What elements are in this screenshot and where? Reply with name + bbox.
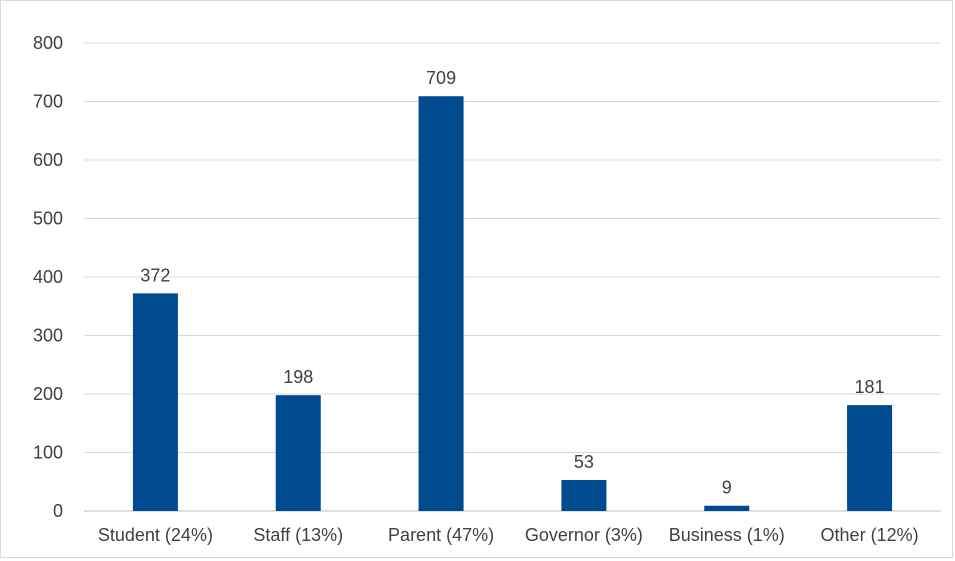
bar [418, 96, 464, 512]
y-tick-label: 100 [33, 443, 63, 463]
x-category-label: Staff (13%) [253, 525, 343, 545]
x-category-label: Other (12%) [821, 525, 919, 545]
x-category-label: Business (1%) [669, 525, 785, 545]
x-category-label: Student (24%) [98, 525, 213, 545]
data-label: 53 [574, 452, 594, 472]
bar [132, 293, 178, 511]
y-tick-label: 500 [33, 209, 63, 229]
y-tick-label: 0 [53, 501, 63, 521]
y-tick-label: 700 [33, 92, 63, 112]
y-tick-label: 400 [33, 267, 63, 287]
bar [275, 395, 321, 511]
data-label: 181 [855, 377, 885, 397]
y-tick-label: 600 [33, 150, 63, 170]
data-label: 198 [283, 367, 313, 387]
data-label: 9 [722, 478, 732, 498]
x-category-label: Parent (47%) [388, 525, 494, 545]
data-label: 372 [140, 265, 170, 285]
bar [847, 405, 893, 511]
bars [132, 96, 893, 512]
y-axis-ticks: 0 100 200 300 400 500 600 700 800 [33, 33, 63, 521]
bar [561, 479, 607, 511]
data-labels: 372 198 709 53 9 181 [140, 68, 885, 498]
x-category-label: Governor (3%) [525, 525, 643, 545]
y-tick-label: 800 [33, 33, 63, 53]
gridlines [84, 42, 941, 512]
bar [704, 505, 750, 511]
data-label: 709 [426, 68, 456, 88]
y-tick-label: 200 [33, 384, 63, 404]
y-tick-label: 300 [33, 326, 63, 346]
x-axis-categories: Student (24%) Staff (13%) Parent (47%) Gove… [98, 525, 919, 545]
